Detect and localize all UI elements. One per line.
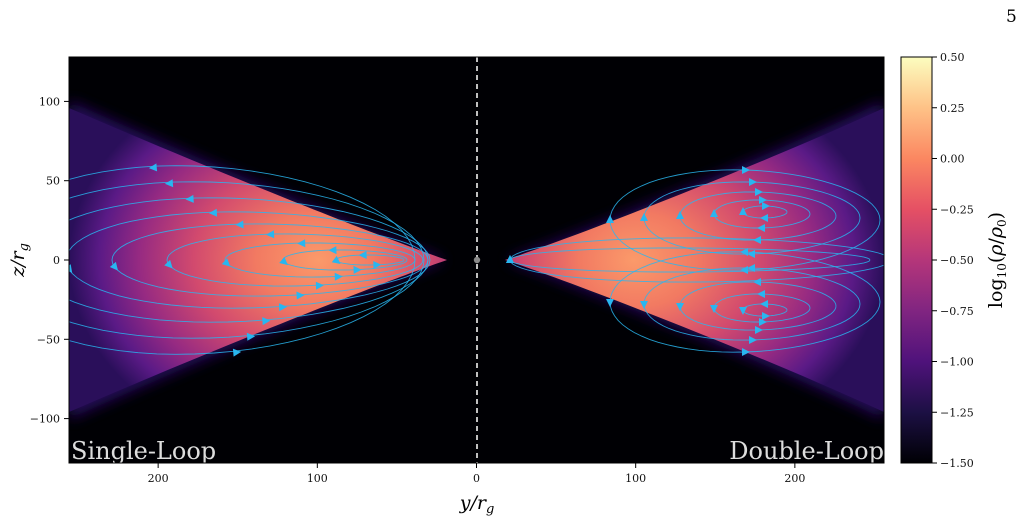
- streamline: [166, 233, 424, 287]
- streamline-arrow: [640, 301, 648, 309]
- streamline-arrow: [315, 281, 324, 290]
- streamline-arrow: [279, 256, 288, 266]
- left-streamlines: [0, 163, 431, 357]
- streamline-arrow: [747, 264, 755, 272]
- streamline-arrow: [759, 196, 767, 204]
- streamline-arrow: [262, 317, 271, 326]
- streamline-arrow: [148, 163, 158, 172]
- y-tick-label: 50: [46, 175, 60, 188]
- colorbar-tick-label: −0.75: [940, 305, 974, 318]
- right-streamlines: [506, 166, 884, 356]
- streamline-arrow: [353, 265, 362, 274]
- streamline-arrow: [753, 236, 761, 244]
- streamline-arrow: [749, 178, 757, 186]
- y-tick-label: 0: [53, 254, 60, 267]
- colorbar-tick-label: −0.50: [940, 254, 974, 267]
- page-number: 5: [1006, 7, 1017, 27]
- streamline-arrow: [755, 326, 763, 334]
- streamline-arrow: [739, 207, 747, 215]
- panel-label-single-loop: Single-Loop: [71, 437, 216, 465]
- streamline-arrow: [757, 224, 765, 232]
- colorbar-tick-label: −1.25: [940, 406, 974, 419]
- colorbar-ticks: 0.50 0.25 0.00 −0.25 −0.50 −0.75 −1.00 −1.25 −1.…: [932, 51, 974, 470]
- left-disk-body: [69, 108, 447, 412]
- streamline-arrow: [297, 239, 306, 248]
- colorbar-tick-label: −1.00: [940, 356, 974, 369]
- streamline-arrow: [334, 272, 343, 281]
- x-tick-label: 0: [473, 472, 480, 485]
- streamline-arrow: [757, 290, 765, 298]
- x-axis-label: y/rg: [459, 492, 495, 517]
- streamline-arrow: [235, 220, 244, 229]
- streamline-arrow: [232, 348, 242, 357]
- streamline-arrow: [296, 291, 305, 300]
- streamline-arrow: [606, 215, 614, 223]
- x-axis-ticks: 200 100 0 100 200: [148, 463, 805, 485]
- heatmap-plot: Single-Loop Double-Loop: [0, 57, 884, 465]
- streamline-arrow: [266, 230, 275, 239]
- streamline-arrow: [164, 259, 173, 269]
- panel-label-double-loop: Double-Loop: [729, 437, 884, 465]
- streamline-arrow: [762, 312, 770, 320]
- streamline: [69, 211, 431, 309]
- streamline-arrow: [640, 213, 648, 221]
- streamline-arrow: [742, 166, 750, 174]
- y-axis-ticks: 100 50 0 −50 −100: [30, 95, 69, 426]
- x-tick-label: 100: [625, 472, 646, 485]
- colorbar-tick-label: −1.50: [940, 457, 974, 470]
- colorbar-label: log10(ρ/ρ0): [985, 212, 1009, 308]
- streamline-arrow: [676, 303, 684, 311]
- x-tick-label: 200: [784, 472, 805, 485]
- streamline-arrow: [749, 336, 757, 344]
- streamline-arrow: [328, 246, 337, 255]
- streamline-arrow: [331, 255, 341, 264]
- streamline-arrow: [278, 303, 288, 312]
- colorbar-gradient: [900, 56, 933, 464]
- streamline-arrow: [606, 299, 614, 307]
- streamline-arrow: [0, 270, 2, 279]
- streamline: [69, 197, 429, 323]
- streamline: [111, 223, 429, 297]
- streamline-arrow: [164, 179, 174, 188]
- colorbar: 0.50 0.25 0.00 −0.25 −0.50 −0.75 −1.00 −1.25 −1.…: [900, 51, 1009, 470]
- streamline-arrow: [760, 214, 768, 222]
- streamline-arrow: [676, 211, 684, 219]
- colorbar-tick-label: 0.25: [940, 102, 965, 115]
- streamline: [69, 181, 425, 339]
- colorbar-tick-label: −0.25: [940, 203, 974, 216]
- streamline-arrow: [358, 251, 367, 259]
- x-tick-label: 100: [307, 472, 328, 485]
- colorbar-tick-label: 0.50: [940, 51, 965, 64]
- y-tick-label: 100: [39, 95, 60, 108]
- streamline-arrow: [506, 255, 514, 263]
- streamline-arrow: [760, 300, 768, 308]
- streamline-arrow: [185, 194, 194, 203]
- streamline-arrow: [208, 208, 218, 217]
- streamline-arrow: [710, 209, 718, 217]
- colorbar-tick-label: 0.00: [940, 153, 965, 166]
- streamline: [224, 242, 416, 278]
- x-tick-label: 200: [148, 472, 169, 485]
- streamline-arrow: [739, 307, 747, 315]
- right-disk-body: [505, 108, 884, 412]
- center-marker: [473, 256, 481, 264]
- streamline-arrow: [69, 264, 73, 273]
- y-axis-label: z/rg: [7, 243, 32, 278]
- streamline: [69, 165, 416, 355]
- streamline-arrow: [221, 258, 231, 267]
- streamline-arrow: [373, 261, 382, 269]
- streamline-arrow: [762, 202, 770, 210]
- streamline-arrow: [740, 248, 748, 256]
- streamline-arrow: [755, 188, 763, 196]
- streamline-arrow: [742, 348, 750, 356]
- left-disk: [69, 101, 447, 419]
- y-tick-label: −50: [37, 333, 60, 346]
- streamline-arrow: [710, 305, 718, 313]
- streamline-arrow: [759, 318, 767, 326]
- y-tick-label: −100: [30, 413, 60, 426]
- streamline-arrow: [246, 332, 256, 341]
- right-disk: [505, 101, 884, 419]
- streamline-arrow: [109, 261, 118, 271]
